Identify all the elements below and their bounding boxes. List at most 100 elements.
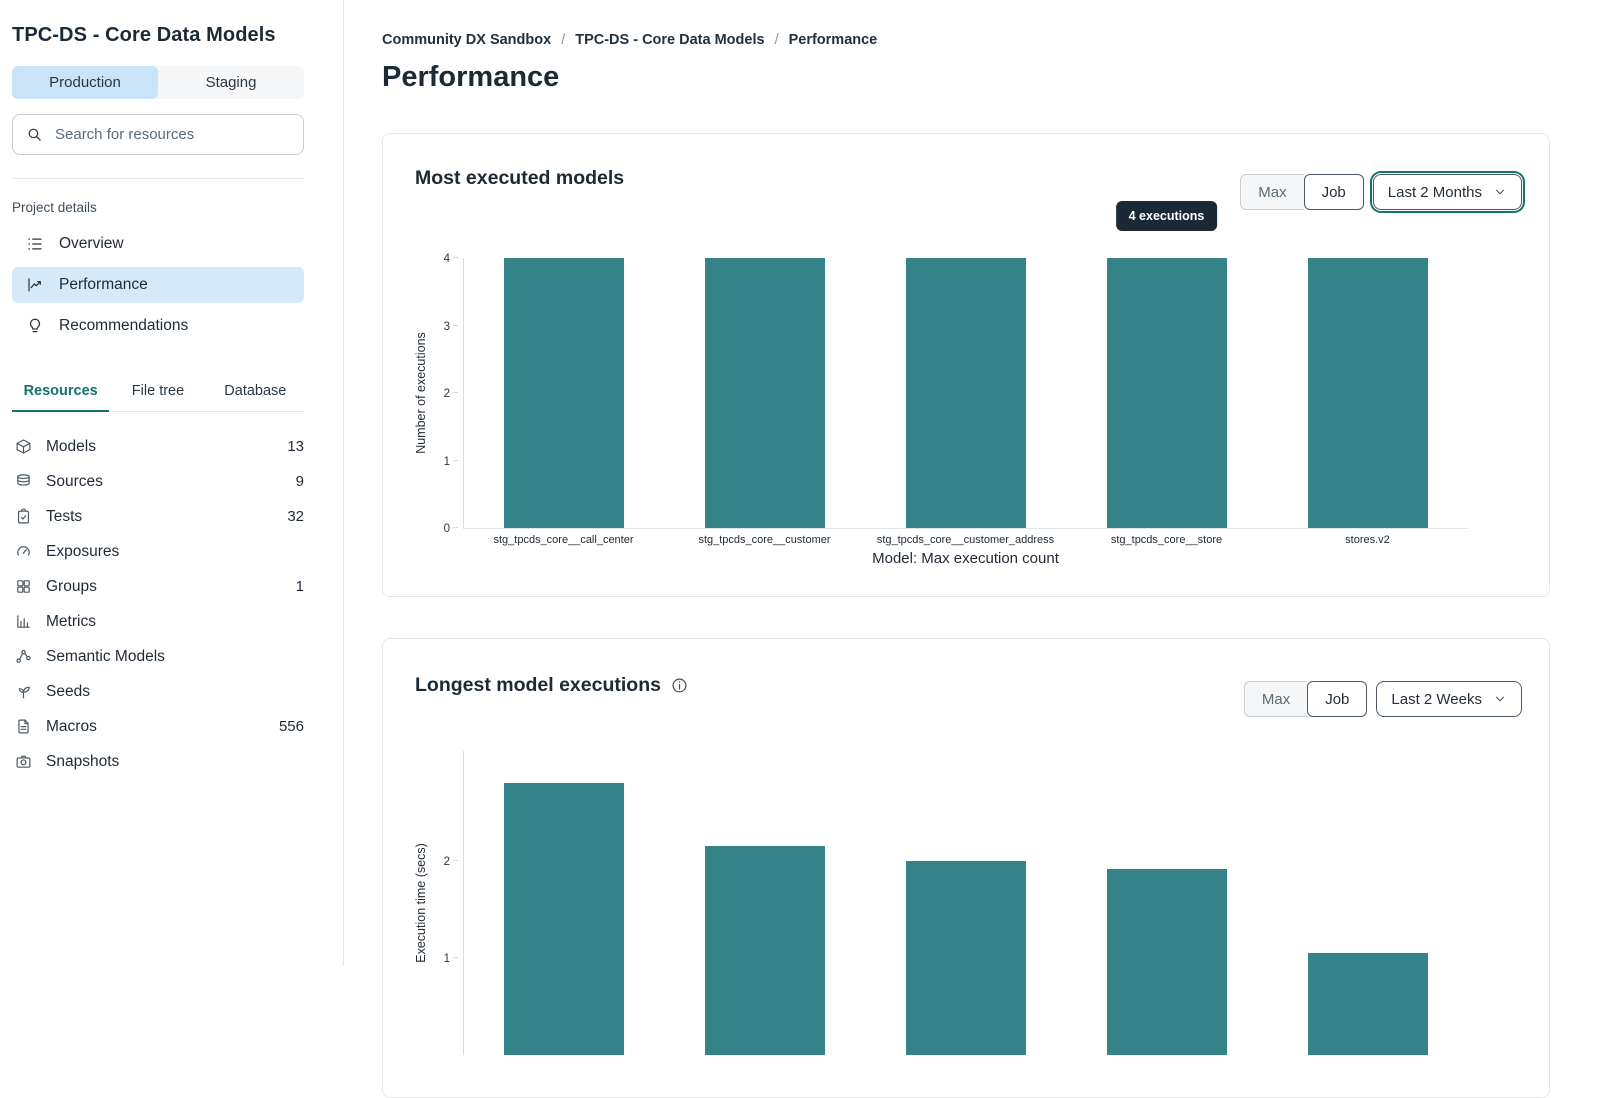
resource-item-models[interactable]: Models 13 <box>12 429 304 464</box>
x-axis-labels: stg_tpcds_core__call_center stg_tpcds_cor… <box>463 534 1468 546</box>
bar-slot <box>1066 751 1267 1055</box>
bar-chart-icon <box>15 613 32 630</box>
time-range-dropdown[interactable]: Last 2 Weeks <box>1376 681 1522 717</box>
time-range-dropdown[interactable]: Last 2 Months <box>1372 174 1522 210</box>
chevron-down-icon <box>1493 692 1507 706</box>
bar[interactable] <box>1307 258 1428 528</box>
resource-count: 9 <box>295 473 304 490</box>
search-icon <box>26 126 43 143</box>
sidebar-divider <box>12 178 304 179</box>
resource-label: Tests <box>46 507 83 525</box>
max-toggle-button[interactable]: Max <box>1240 174 1304 210</box>
bar-slot <box>1066 258 1267 528</box>
resource-count: 1 <box>295 578 304 595</box>
search-box[interactable] <box>12 114 304 155</box>
info-icon[interactable] <box>671 677 688 694</box>
y-axis-line <box>463 258 464 528</box>
y-tick-mark <box>453 459 458 461</box>
x-axis-label: stg_tpcds_core__store <box>1110 534 1223 546</box>
resource-item-exposures[interactable]: Exposures <box>12 534 304 569</box>
page-title: Performance <box>382 61 560 93</box>
resource-label: Macros <box>46 717 97 735</box>
bar-slot <box>1267 751 1468 1055</box>
graph-nodes-icon <box>15 648 32 665</box>
seedling-icon <box>15 683 32 700</box>
max-job-toggle: Max Job <box>1243 681 1368 717</box>
x-axis-label: stg_tpcds_core__customer <box>698 534 831 546</box>
env-tab-production[interactable]: Production <box>12 66 158 99</box>
sidebar-item-performance[interactable]: Performance <box>12 267 304 303</box>
resource-item-tests[interactable]: Tests 32 <box>12 499 304 534</box>
y-tick-mark <box>453 860 458 861</box>
bar[interactable] <box>704 258 825 528</box>
resource-label: Metrics <box>46 612 96 630</box>
bar-slot <box>463 258 664 528</box>
lightbulb-icon <box>26 317 44 335</box>
x-axis-label: stg_tpcds_core__customer_address <box>876 534 1055 546</box>
resource-item-seeds[interactable]: Seeds <box>12 674 304 709</box>
bar[interactable] <box>905 258 1026 528</box>
camera-icon <box>15 753 32 770</box>
max-job-toggle: Max Job <box>1240 174 1364 210</box>
tab-resources[interactable]: Resources <box>12 375 110 412</box>
overview-list-icon <box>26 235 44 253</box>
search-input[interactable] <box>53 125 290 144</box>
job-toggle-button[interactable]: Job <box>1303 174 1364 210</box>
resource-label: Snapshots <box>46 752 120 770</box>
resource-count: 13 <box>287 438 304 455</box>
chart-card-longest-model-executions: Longest model executions Max Job Last 2 … <box>382 638 1550 1098</box>
bar[interactable] <box>905 861 1026 1055</box>
resource-list: Models 13 Sources 9 Tests 32 Exposures Groups 1 M… <box>12 429 304 779</box>
sidebar-item-recommendations[interactable]: Recommendations <box>12 308 304 344</box>
resource-item-snapshots[interactable]: Snapshots <box>12 744 304 779</box>
chart-controls: Max Job Last 2 Weeks <box>1243 681 1522 717</box>
environment-toggle: Production Staging <box>12 66 304 99</box>
bar-slot <box>1267 258 1468 528</box>
project-details-label: Project details <box>12 200 97 215</box>
max-toggle-button[interactable]: Max <box>1243 681 1308 717</box>
bar[interactable] <box>503 258 624 528</box>
bar-slot <box>463 751 664 1055</box>
grid-icon <box>15 578 32 595</box>
resource-item-macros[interactable]: Macros 556 <box>12 709 304 744</box>
tab-database[interactable]: Database <box>224 383 287 399</box>
bar[interactable] <box>1307 953 1428 1055</box>
bar[interactable] <box>503 783 624 1055</box>
resource-label: Sources <box>46 472 103 490</box>
bar[interactable] <box>1106 868 1227 1055</box>
resource-item-metrics[interactable]: Metrics <box>12 604 304 639</box>
sidebar-item-label: Overview <box>59 235 124 252</box>
y-tick-label: 0 <box>443 523 450 535</box>
project-title: TPC-DS - Core Data Models <box>12 24 276 46</box>
bar[interactable] <box>704 846 825 1055</box>
app-root: TPC-DS - Core Data Models Production Sta… <box>0 0 1550 1098</box>
job-toggle-button[interactable]: Job <box>1307 681 1368 717</box>
sidebar: TPC-DS - Core Data Models Production Sta… <box>0 0 344 966</box>
chart-tooltip: 4 executions <box>1115 201 1218 231</box>
breadcrumb-item-community-dx-sandbox[interactable]: Community DX Sandbox <box>382 32 552 48</box>
resource-label: Exposures <box>46 542 120 560</box>
clipboard-check-icon <box>15 508 32 525</box>
chart-title: Most executed models <box>415 167 625 189</box>
y-axis-ticks: 0 1 2 3 4 <box>383 253 458 535</box>
y-tick-mark <box>453 392 458 393</box>
performance-chart-icon <box>26 276 44 294</box>
y-tick-label: 4 <box>443 253 450 265</box>
y-tick-label: 3 <box>443 320 450 333</box>
env-tab-staging[interactable]: Staging <box>205 74 257 91</box>
y-tick-mark <box>453 257 458 258</box>
sidebar-item-overview[interactable]: Overview <box>12 226 304 262</box>
bar[interactable] <box>1106 258 1227 528</box>
resource-item-sources[interactable]: Sources 9 <box>12 464 304 499</box>
y-tick-label: 2 <box>443 388 450 400</box>
chart-title: Longest model executions <box>415 674 688 697</box>
breadcrumb-item-tpc-ds-core-data-models[interactable]: TPC-DS - Core Data Models <box>575 32 765 48</box>
resource-item-semantic-models[interactable]: Semantic Models <box>12 639 304 674</box>
bar-slot <box>664 751 865 1055</box>
time-range-value: Last 2 Weeks <box>1391 690 1482 708</box>
resource-item-groups[interactable]: Groups 1 <box>12 569 304 604</box>
tab-file-tree[interactable]: File tree <box>131 383 185 399</box>
breadcrumb-item-performance: Performance <box>788 32 878 48</box>
x-axis-line <box>463 528 1468 529</box>
breadcrumb-separator: / <box>774 32 779 48</box>
